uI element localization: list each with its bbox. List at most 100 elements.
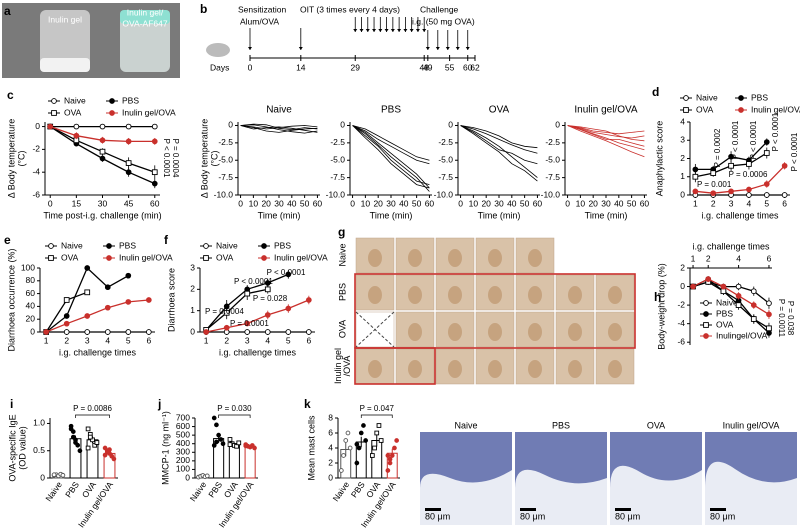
data-point: [372, 445, 377, 451]
x-tick-label: Naive: [188, 479, 209, 503]
series-line: [240, 124, 318, 134]
data-point: [214, 439, 219, 445]
data-point: [389, 453, 395, 458]
series-line: [567, 125, 645, 142]
x-tick-label: 0: [238, 198, 243, 208]
data-point: [746, 161, 752, 167]
data-point: [85, 445, 91, 451]
vial-cap: [40, 58, 90, 72]
x-axis-label: Time post-i.g. challenge (min): [43, 210, 161, 220]
data-point: [392, 445, 397, 451]
data-point: [244, 329, 251, 335]
data-point: [358, 430, 364, 436]
series-line: [567, 125, 645, 147]
arrow-head: [353, 29, 358, 32]
data-point: [125, 169, 132, 176]
series-line: [460, 125, 538, 149]
day-label: 60: [463, 62, 473, 72]
data-point: [104, 329, 111, 335]
legend-marker: [203, 255, 209, 261]
data-point: [735, 302, 742, 308]
data-point: [43, 329, 50, 335]
x-tick-label: 30: [98, 198, 108, 208]
series-line: [352, 125, 430, 165]
data-point: [285, 329, 292, 335]
data-point: [102, 452, 108, 458]
data-point: [223, 309, 230, 316]
y-axis-label: (°C): [209, 150, 219, 166]
row-label: Naive: [337, 243, 347, 266]
y-tick-label: -5.0: [438, 154, 453, 164]
legend-label: PBS: [751, 92, 768, 102]
x-tick-label: 40: [614, 198, 624, 208]
legend-label: OVA: [696, 104, 714, 114]
data-point: [305, 297, 312, 303]
data-point: [85, 426, 91, 432]
data-point: [216, 432, 221, 438]
data-point: [244, 320, 251, 327]
x-tick-label: 40: [399, 198, 409, 208]
x-tick-label: 1: [204, 335, 209, 345]
annotation: P < 0.0001: [267, 268, 306, 277]
data-point: [68, 426, 74, 432]
data-point: [243, 443, 249, 449]
data-point: [285, 305, 292, 312]
data-point: [378, 438, 384, 443]
series-line: [567, 125, 645, 139]
x-tick-label: 60: [425, 198, 435, 208]
arrow-head: [397, 29, 402, 32]
phase-label: i.g. (50 mg OVA): [412, 16, 475, 26]
data-point: [125, 329, 132, 335]
annotation: P = 0.0004: [205, 307, 244, 316]
y-tick-label: -6: [32, 189, 40, 199]
scale-bar-label: 80 μm: [520, 511, 545, 521]
y-tick-label: 3: [680, 135, 685, 145]
x-tick-label: 5: [764, 198, 769, 208]
x-tick-label: 30: [601, 198, 611, 208]
y-tick-label: -2.5: [330, 137, 345, 147]
data-point: [203, 329, 210, 335]
series-line: [695, 165, 786, 194]
x-tick-label: 3: [245, 335, 250, 345]
scale-bar: [425, 508, 441, 511]
annotation: P = 0.001: [697, 180, 732, 189]
arrow-head: [365, 29, 370, 32]
series-line: [460, 125, 538, 165]
y-tick-label: 0: [30, 326, 35, 336]
data-point: [125, 160, 132, 166]
x-tick-label: 15: [72, 198, 82, 208]
legend-marker: [48, 255, 54, 261]
data-point: [73, 132, 80, 139]
legend-marker: [48, 243, 54, 249]
series-line: [460, 125, 538, 182]
photo-detail: [368, 249, 382, 267]
photo-detail: [408, 286, 422, 304]
legend-marker: [738, 107, 744, 113]
y-tick-label: -6: [677, 336, 685, 346]
data-point: [339, 468, 344, 473]
legend-label: Naive: [64, 95, 86, 105]
y-axis-label: (OD value): [17, 426, 27, 470]
series-line: [460, 125, 538, 178]
legend-marker: [261, 243, 267, 249]
x-tick-label: 5: [126, 335, 131, 345]
series-line: [567, 125, 645, 158]
data-point: [145, 297, 152, 303]
photo-detail: [408, 323, 422, 341]
y-tick-label: 2: [680, 262, 685, 272]
data-point: [63, 313, 70, 319]
scale-bar-label: 80 μm: [425, 511, 450, 521]
annotation: P < 0.0001: [731, 120, 740, 159]
data-point: [104, 284, 111, 291]
data-point: [343, 438, 349, 443]
panel-letter: e: [4, 233, 11, 247]
data-point: [63, 297, 70, 303]
data-point: [227, 442, 233, 447]
x-tick-label: 30: [274, 198, 284, 208]
legend-label: Inulingel/OVA: [716, 330, 768, 340]
legend-marker: [261, 255, 267, 261]
photo-detail: [568, 323, 582, 341]
data-point: [746, 186, 752, 193]
y-tick-label: 0: [340, 120, 345, 130]
arrow-head: [465, 47, 470, 50]
